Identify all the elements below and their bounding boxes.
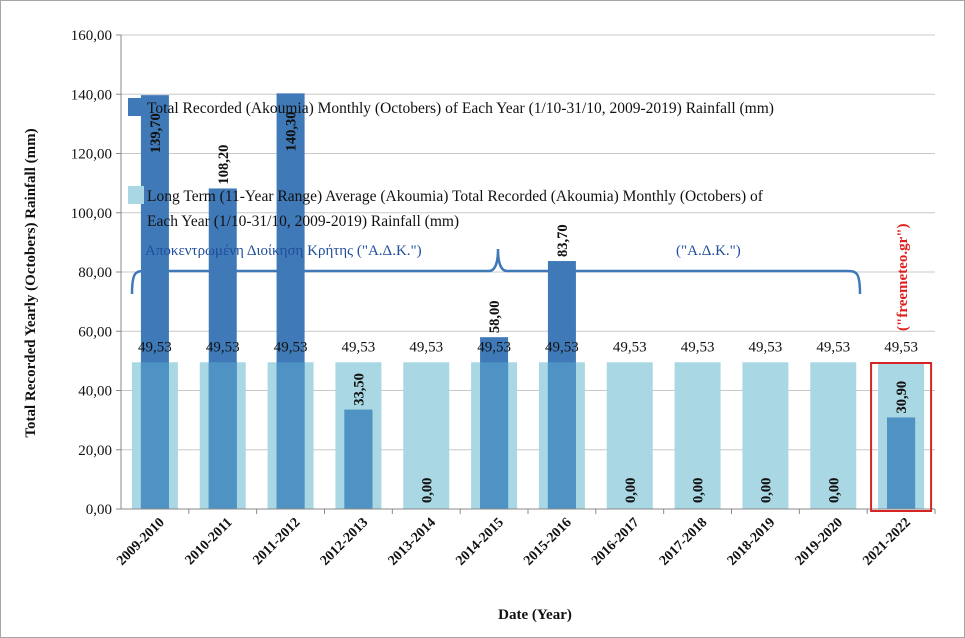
data-label-average: 49,53: [342, 339, 376, 355]
y-tick-label: 60,00: [78, 324, 112, 340]
data-label-total: 30,90: [894, 381, 910, 414]
bar-overlap: [344, 409, 373, 509]
x-tick-label: 2019-2020: [793, 515, 847, 569]
data-label-average: 49,53: [613, 339, 647, 355]
y-tick-label: 0,00: [86, 502, 112, 518]
x-tick-label: 2010-2011: [183, 515, 236, 568]
bar-average: [674, 362, 721, 509]
legend-swatch-average: [128, 186, 144, 204]
y-tick-label: 80,00: [78, 265, 112, 281]
bar-average: [606, 362, 653, 509]
data-label-average: 49,53: [477, 339, 511, 355]
y-tick-label: 160,00: [71, 28, 112, 44]
source-label: ("freemeteo.gr"): [895, 223, 911, 331]
data-label-total: 0,00: [623, 478, 639, 503]
bar-average: [810, 362, 857, 509]
data-label-average: 49,53: [816, 339, 850, 355]
legend-label-average: Long Term (11-Year Range) Average (Akoum…: [147, 188, 767, 230]
region-brace: [130, 248, 862, 295]
bar-overlap: [887, 417, 916, 509]
x-tick-label: 2015-2016: [521, 515, 575, 569]
data-label-total: 83,70: [555, 224, 571, 257]
bar-overlap: [208, 362, 237, 509]
data-label-total: 108,20: [216, 145, 232, 185]
data-label-average: 49,53: [749, 339, 783, 355]
x-tick-label: 2011-2012: [250, 515, 303, 568]
x-tick-label: 2016-2017: [589, 515, 643, 569]
data-label-total: 140,30: [284, 111, 300, 151]
x-tick-label: 2013-2014: [386, 515, 440, 569]
x-tick-label: 2017-2018: [657, 515, 711, 569]
region-label-right: ("Α.Δ.Κ."): [676, 243, 741, 259]
x-tick-label: 2009-2010: [114, 515, 168, 569]
region-label-left: Αποκεντρωμένη Διοίκηση Κρήτης ("Α.Δ.Κ."): [145, 243, 422, 259]
data-label-total: 58,00: [487, 301, 503, 334]
data-label-average: 49,53: [274, 339, 308, 355]
y-tick-label: 20,00: [78, 443, 112, 459]
x-tick-label: 2021-2022: [860, 515, 914, 569]
legend-label-average-line1: Long Term (11-Year Range) Average (Akoum…: [147, 188, 764, 205]
y-tick-label: 140,00: [71, 87, 112, 103]
bar-average: [403, 362, 450, 509]
bar-overlap: [276, 362, 305, 509]
x-tick-label: 2014-2015: [453, 515, 507, 569]
data-label-average: 49,53: [206, 339, 240, 355]
bar-overlap: [480, 362, 509, 509]
bar-average: [742, 362, 789, 509]
y-tick-label: 40,00: [78, 384, 112, 400]
data-label-total: 139,70: [148, 113, 164, 153]
data-label-average: 49,53: [409, 339, 443, 355]
data-label-total: 33,50: [351, 373, 367, 406]
data-label-total: 0,00: [419, 478, 435, 503]
x-tick-label: 2012-2013: [318, 515, 372, 569]
data-label-total: 0,00: [758, 478, 774, 503]
data-label-total: 0,00: [691, 478, 707, 503]
data-label-average: 49,53: [884, 339, 918, 355]
data-label-total: 0,00: [826, 478, 842, 503]
data-label-average: 49,53: [681, 339, 715, 355]
legend-swatch-total: [128, 98, 144, 116]
x-tick-label: 2018-2019: [725, 515, 779, 569]
x-axis-title: Date (Year): [498, 607, 572, 623]
y-tick-label: 120,00: [71, 147, 112, 163]
y-axis-title: Total Recorded Yearly (Octobers) Rainfal…: [23, 128, 39, 437]
highlight-box: [870, 362, 933, 512]
bar-overlap: [547, 362, 576, 509]
y-tick-label: 100,00: [71, 206, 112, 222]
legend-label-average-line2: Each Year (1/10-31/10, 2009-2019) Rainfa…: [147, 213, 459, 230]
legend-label-total: Total Recorded (Akoumia) Monthly (Octobe…: [147, 100, 774, 117]
bar-overlap: [140, 362, 169, 509]
data-label-average: 49,53: [545, 339, 579, 355]
data-label-average: 49,53: [138, 339, 172, 355]
